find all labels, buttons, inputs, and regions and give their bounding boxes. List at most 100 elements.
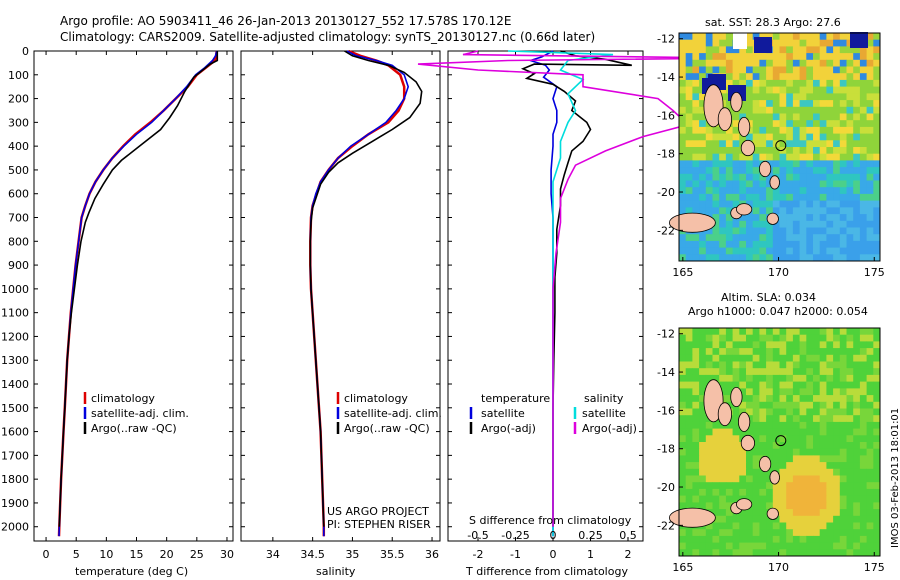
map-cell [779,53,787,61]
map-cell [813,395,821,403]
map-cell [739,475,747,483]
map-cell [699,133,707,141]
map-cell [786,120,794,128]
map-cell [692,33,700,41]
map-cell [759,529,767,537]
map-cell [819,354,827,362]
map-cell [685,207,693,215]
map-cell [725,381,733,389]
map-cell [806,46,814,54]
map-cell [853,442,861,450]
map-cell [692,93,700,101]
map-cell [679,200,687,208]
map-cell [846,482,854,490]
map-cell [746,220,754,228]
map-cell [839,180,847,188]
map-cell [712,435,720,443]
map-cell [725,361,733,369]
map-cell [725,227,733,235]
map-cell [786,106,794,114]
map-cell [859,341,867,349]
map-cell [725,522,733,530]
map-cell [813,86,821,94]
map-cell [759,482,767,490]
legend-s-argo: Argo(-adj) [582,422,637,435]
map-cell [772,348,780,356]
map-cell [813,133,821,141]
map-cell [772,240,780,248]
map-cell [739,428,747,436]
map-cell [679,33,687,41]
map-cell [679,354,687,362]
map-cell [719,348,727,356]
map-cell [859,468,867,476]
map-cell [792,408,800,416]
map-cell [685,334,693,342]
map-cell [712,187,720,195]
map-cell [853,234,861,242]
map-cell [732,66,740,74]
map-cell [826,502,834,510]
map-cell [772,334,780,342]
map-cell [786,462,794,470]
map-cell [679,401,687,409]
map-cell [699,442,707,450]
map-cell [786,395,794,403]
map-cell [766,79,774,87]
map-cell [752,180,760,188]
temperature-plot-frame [33,50,234,542]
map-cell [752,468,760,476]
map-cell [859,368,867,376]
map-cell [819,39,827,47]
map-cell [873,167,881,175]
map-cell [766,240,774,248]
map-cell [792,133,800,141]
map-cell [725,207,733,215]
map-cell [746,240,754,248]
map-cell [846,348,854,356]
map-cell [866,167,874,175]
map-cell [866,509,874,517]
series-line [57,50,218,537]
map-cell [806,381,814,389]
map-cell [866,140,874,148]
map-cell [853,79,861,87]
map-cell [746,153,754,161]
map-cell [866,442,874,450]
depth-tick-label: 1200 [1,330,29,343]
map-cell [859,328,867,336]
map-cell [725,488,733,496]
map-cell [772,79,780,87]
map-cell [819,368,827,376]
map-cell [853,53,861,61]
map-cell [806,428,814,436]
map-cell [732,240,740,248]
map-cell [819,193,827,201]
map-cell [699,421,707,429]
map-cell [826,361,834,369]
map-cell [772,341,780,349]
map-cell [866,482,874,490]
map-cell [719,234,727,242]
map-cell [826,46,834,54]
map-cell [786,153,794,161]
map-cell [746,455,754,463]
map-cell [679,468,687,476]
map-cell [766,522,774,530]
map-cell [826,354,834,362]
map-cell [799,33,807,41]
map-cell [719,502,727,510]
map-cell [819,455,827,463]
map-cell [699,120,707,128]
map-cell [813,247,821,255]
map-cell [813,448,821,456]
map-cell [712,126,720,134]
map-cell [786,207,794,215]
map-cell [679,542,687,550]
map-cell [712,354,720,362]
map-cell [846,254,854,262]
map-cell [839,415,847,423]
project-label: US ARGO PROJECT [327,505,429,518]
map-cell [819,160,827,168]
